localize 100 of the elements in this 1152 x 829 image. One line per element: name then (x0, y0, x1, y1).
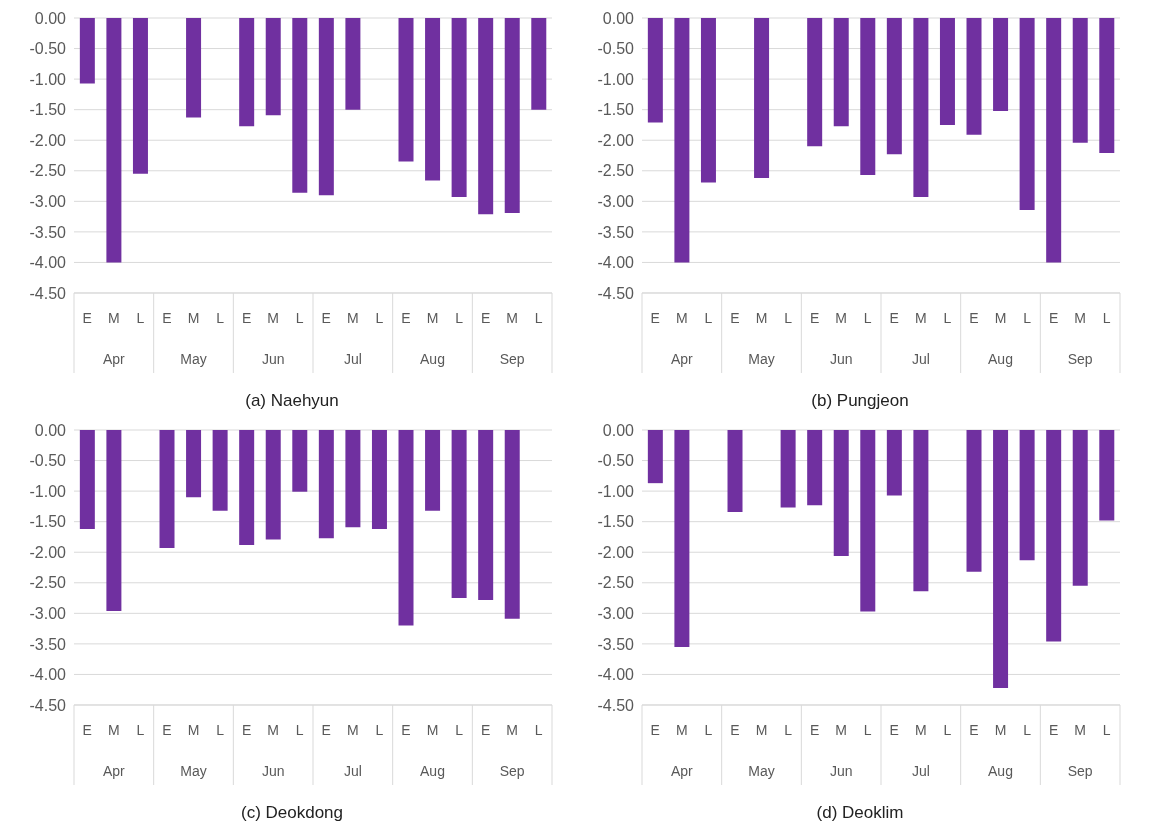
text: Aug (420, 351, 445, 367)
x-tick-label: L (1102, 310, 1111, 326)
x-tick-label: L (455, 310, 464, 326)
x-tick-label: M (994, 722, 1007, 738)
y-tick-label: -4.50 (29, 284, 67, 302)
text: Jul (343, 351, 362, 367)
x-tick-label: L (136, 722, 145, 738)
y-tick-label: -3.00 (597, 193, 635, 211)
x-tick-label: E (1048, 310, 1059, 326)
x-tick-label: L (534, 722, 543, 738)
text: (d) Deoklim (815, 803, 905, 823)
text: Aug (988, 763, 1013, 779)
text: (a) Naehyun (244, 391, 340, 411)
y-tick-label: -1.50 (29, 513, 67, 531)
y-tick-label: 0.00 (602, 421, 635, 439)
x-tick-label: E (480, 310, 491, 326)
x-tick-label: M (347, 310, 359, 326)
y-tick-label: -4.50 (29, 696, 67, 714)
x-tick-label: E (480, 722, 491, 738)
x-tick-label: M (755, 310, 768, 326)
text: Aug (420, 763, 445, 779)
x-tick-label: L (375, 310, 384, 326)
y-tick-label: -1.00 (597, 70, 635, 88)
x-tick-label: E (82, 722, 92, 738)
x-tick-label: L (704, 722, 713, 738)
x-tick-label: L (784, 310, 793, 326)
x-tick-label: E (321, 722, 331, 738)
text: (c) Deokdong (239, 803, 345, 823)
text: Sep (499, 763, 525, 779)
x-tick-label: L (943, 722, 952, 738)
x-tick-label: E (1048, 722, 1059, 738)
x-tick-label: L (1023, 722, 1032, 738)
y-tick-label: -3.50 (29, 223, 67, 241)
x-tick-label: M (187, 722, 200, 738)
y-tick-label: -2.00 (597, 131, 635, 149)
x-tick-label: E (650, 722, 660, 738)
y-tick-label: -4.50 (597, 284, 635, 302)
y-tick-label: -3.50 (597, 635, 635, 653)
text: Sep (1067, 351, 1093, 367)
x-tick-label: E (969, 310, 979, 326)
x-tick-label: E (809, 310, 820, 326)
text: Sep (499, 351, 525, 367)
x-tick-label: L (784, 722, 793, 738)
x-tick-label: E (401, 310, 411, 326)
x-tick-label: L (1102, 722, 1111, 738)
text: Jun (829, 351, 853, 367)
text: May (748, 763, 775, 779)
x-tick-label: M (426, 722, 439, 738)
x-tick-label: M (108, 310, 120, 326)
text: Apr (670, 763, 694, 779)
y-tick-label: -4.00 (597, 254, 635, 272)
y-tick-label: 0.00 (34, 9, 67, 27)
y-tick-label: -3.50 (597, 223, 635, 241)
x-tick-label: E (650, 310, 660, 326)
y-tick-label: -2.00 (29, 131, 67, 149)
x-tick-label: E (82, 310, 92, 326)
x-tick-label: M (347, 722, 359, 738)
text: Jun (261, 351, 285, 367)
text: Jun (261, 763, 285, 779)
y-tick-label: -0.50 (29, 40, 67, 58)
x-tick-label: M (915, 310, 927, 326)
text: Jun (829, 763, 853, 779)
x-tick-label: E (321, 310, 331, 326)
y-tick-label: -3.50 (29, 635, 67, 653)
x-tick-label: L (455, 722, 464, 738)
x-tick-label: E (809, 722, 820, 738)
x-tick-label: L (216, 722, 225, 738)
y-tick-label: -2.00 (597, 543, 635, 561)
x-tick-label: M (506, 722, 518, 738)
x-tick-label: E (730, 310, 740, 326)
y-tick-label: -1.50 (597, 513, 635, 531)
y-tick-label: -3.00 (29, 193, 67, 211)
x-tick-label: M (108, 722, 120, 738)
text: Apr (670, 351, 694, 367)
x-tick-label: E (241, 722, 252, 738)
text: May (748, 351, 775, 367)
text: May (180, 763, 207, 779)
x-tick-label: L (704, 310, 713, 326)
y-tick-label: -4.00 (597, 666, 635, 684)
x-tick-label: L (943, 310, 952, 326)
x-tick-label: M (755, 722, 768, 738)
x-tick-label: E (969, 722, 979, 738)
y-tick-label: -1.00 (29, 482, 67, 500)
text: May (180, 351, 207, 367)
text: Jul (911, 351, 930, 367)
y-tick-label: -1.00 (29, 70, 67, 88)
x-tick-label: M (506, 310, 518, 326)
x-tick-label: L (295, 722, 304, 738)
x-tick-label: M (835, 310, 847, 326)
y-tick-label: 0.00 (602, 9, 635, 27)
x-tick-label: M (426, 310, 439, 326)
y-tick-label: -0.50 (597, 452, 635, 470)
x-tick-label: L (863, 722, 872, 738)
x-tick-label: M (1074, 722, 1086, 738)
text: Apr (102, 351, 126, 367)
text: Apr (102, 763, 126, 779)
x-tick-label: E (401, 722, 411, 738)
y-tick-label: -3.00 (597, 605, 635, 623)
y-tick-label: -2.50 (597, 574, 635, 592)
x-tick-label: M (187, 310, 200, 326)
